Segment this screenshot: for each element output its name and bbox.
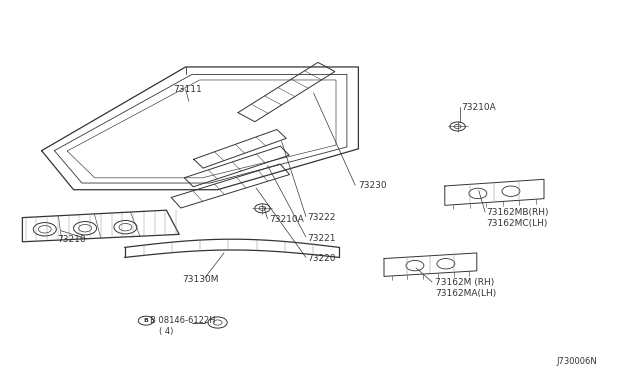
- Text: 73222: 73222: [307, 213, 335, 222]
- Text: 73210A: 73210A: [269, 215, 303, 224]
- Text: B 08146-6122H: B 08146-6122H: [150, 316, 216, 325]
- Text: 73210A: 73210A: [461, 103, 495, 112]
- Text: B: B: [143, 318, 148, 323]
- Text: J730006N: J730006N: [557, 357, 598, 366]
- Text: 73111: 73111: [173, 85, 202, 94]
- Text: 73162MC(LH): 73162MC(LH): [486, 219, 548, 228]
- Text: 73221: 73221: [307, 234, 336, 243]
- Text: 73162M (RH): 73162M (RH): [435, 278, 495, 287]
- Text: 73162MA(LH): 73162MA(LH): [435, 289, 497, 298]
- Text: 73230: 73230: [358, 182, 387, 190]
- Text: 73220: 73220: [307, 254, 336, 263]
- Text: 73130M: 73130M: [182, 275, 219, 283]
- Text: 73162MB(RH): 73162MB(RH): [486, 208, 549, 217]
- Text: ( 4): ( 4): [159, 327, 173, 336]
- Text: 73210: 73210: [58, 235, 86, 244]
